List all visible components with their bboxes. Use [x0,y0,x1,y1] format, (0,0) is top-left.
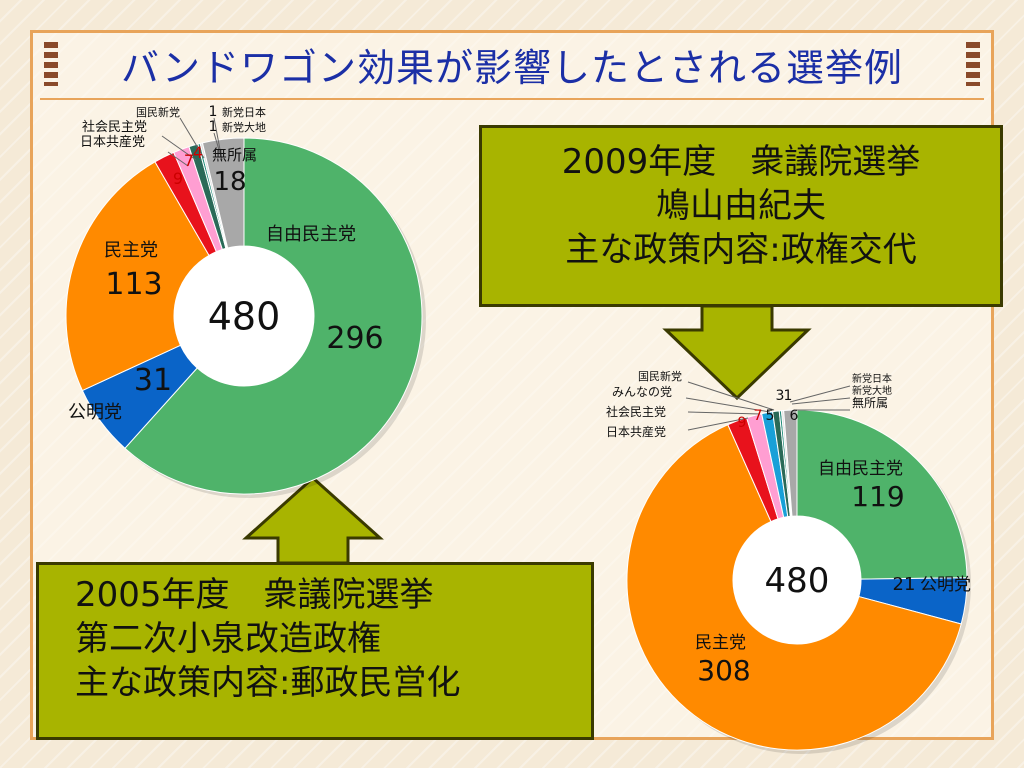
leader-line [687,411,761,415]
slice-name-label: みんなの党 [612,384,672,399]
slide-title: バンドワゴン効果が影響したとされる選挙例 [121,46,903,90]
slice-name-label: 無所属 [212,146,257,164]
title-ornament-left [44,42,58,86]
leader-line [789,385,851,403]
slice-name-label: 日本共産党 [80,134,145,150]
title-divider [40,98,984,100]
slice-value-label: 9 [738,415,747,431]
leader-line [791,397,851,405]
slice-value-label: 1 [209,119,218,135]
leader-line [687,417,749,431]
slice-value-label: 7 [184,151,194,170]
callout-2009-line1: 2009年度 衆議院選挙 [561,142,921,182]
slice-name-label: 民主党 [695,633,746,653]
slice-name-label: 社会民主党 [606,404,666,419]
slice-value-label: 296 [326,321,383,356]
slice-name-label: 新党大地 [852,384,892,397]
arrows-layer [242,304,812,565]
slice-name-label: 国民新党 [136,105,180,119]
slice-name-label: 国民新党 [638,369,682,383]
slice-name-label: 民主党 [104,240,158,261]
pie-slice [124,137,423,495]
slice-name-label: 新党日本 [222,105,266,119]
slice-value-label: 1 [784,388,793,404]
slice-value-label: 9 [173,169,183,188]
callout-2009-line2: 鳩山由紀夫 [656,186,826,226]
slice-value-label: 31 [134,363,172,398]
slice-value-label: 7 [754,408,763,424]
callout-2005-line3: 主な政策内容:郵政民営化 [75,663,461,703]
slice-name-label: 自由民主党 [818,459,903,479]
callout-2009-line3: 主な政策内容:政権交代 [565,230,917,270]
slice-value-label: 308 [697,654,750,687]
slice-value-label: 4 [193,143,203,162]
leader-line [167,151,189,167]
slice-value-label: 113 [105,267,162,302]
slice-value-label: 3 [776,388,785,404]
slice-value-label: 6 [790,408,799,424]
slice-name-label: 公明党 [68,402,122,423]
leader-line [685,397,771,413]
leader-line [179,117,205,159]
callout-2009-election: 2009年度 衆議院選挙 鳩山由紀夫 主な政策内容:政権交代 [479,125,1003,307]
leader-line [161,135,197,161]
slice-value-label: 1 [209,104,218,120]
title-ornament-right [966,42,980,86]
leader-line [213,132,223,161]
callout-2005-line2: 第二次小泉改造政権 [75,619,381,659]
slice-value-label: 5 [766,408,775,424]
slice-value-label: 21 [893,574,916,595]
slice-value-label: 119 [851,480,904,513]
slice-name-label: 無所属 [852,395,888,410]
slice-name-label: 自由民主党 [266,224,356,245]
chart-2005: 480 自由民主党 296 公明党 31 民主党 113 日本共産党 9 社会民主党 7 国民新党 4 新… [65,104,426,498]
leader-line [213,117,223,161]
slice-value-label: 18 [213,167,246,197]
slice-name-label: 公明党 [920,575,971,595]
callout-2005-line1: 2005年度 衆議院選挙 [75,575,434,615]
donut-hole [733,516,861,644]
total-seats-label: 480 [765,561,830,601]
slice-name-label: 日本共産党 [606,424,666,439]
slice-name-label: 新党大地 [222,120,266,134]
donut-hole [174,246,314,386]
leader-line [687,381,775,411]
down-arrow [662,304,812,401]
up-arrow [242,475,384,565]
slice-name-label: 社会民主党 [82,119,147,135]
total-seats-label: 480 [208,295,281,339]
slice-name-label: 新党日本 [852,372,892,385]
callout-2005-election: 2005年度 衆議院選挙 第二次小泉改造政権 主な政策内容:郵政民営化 [36,562,594,740]
